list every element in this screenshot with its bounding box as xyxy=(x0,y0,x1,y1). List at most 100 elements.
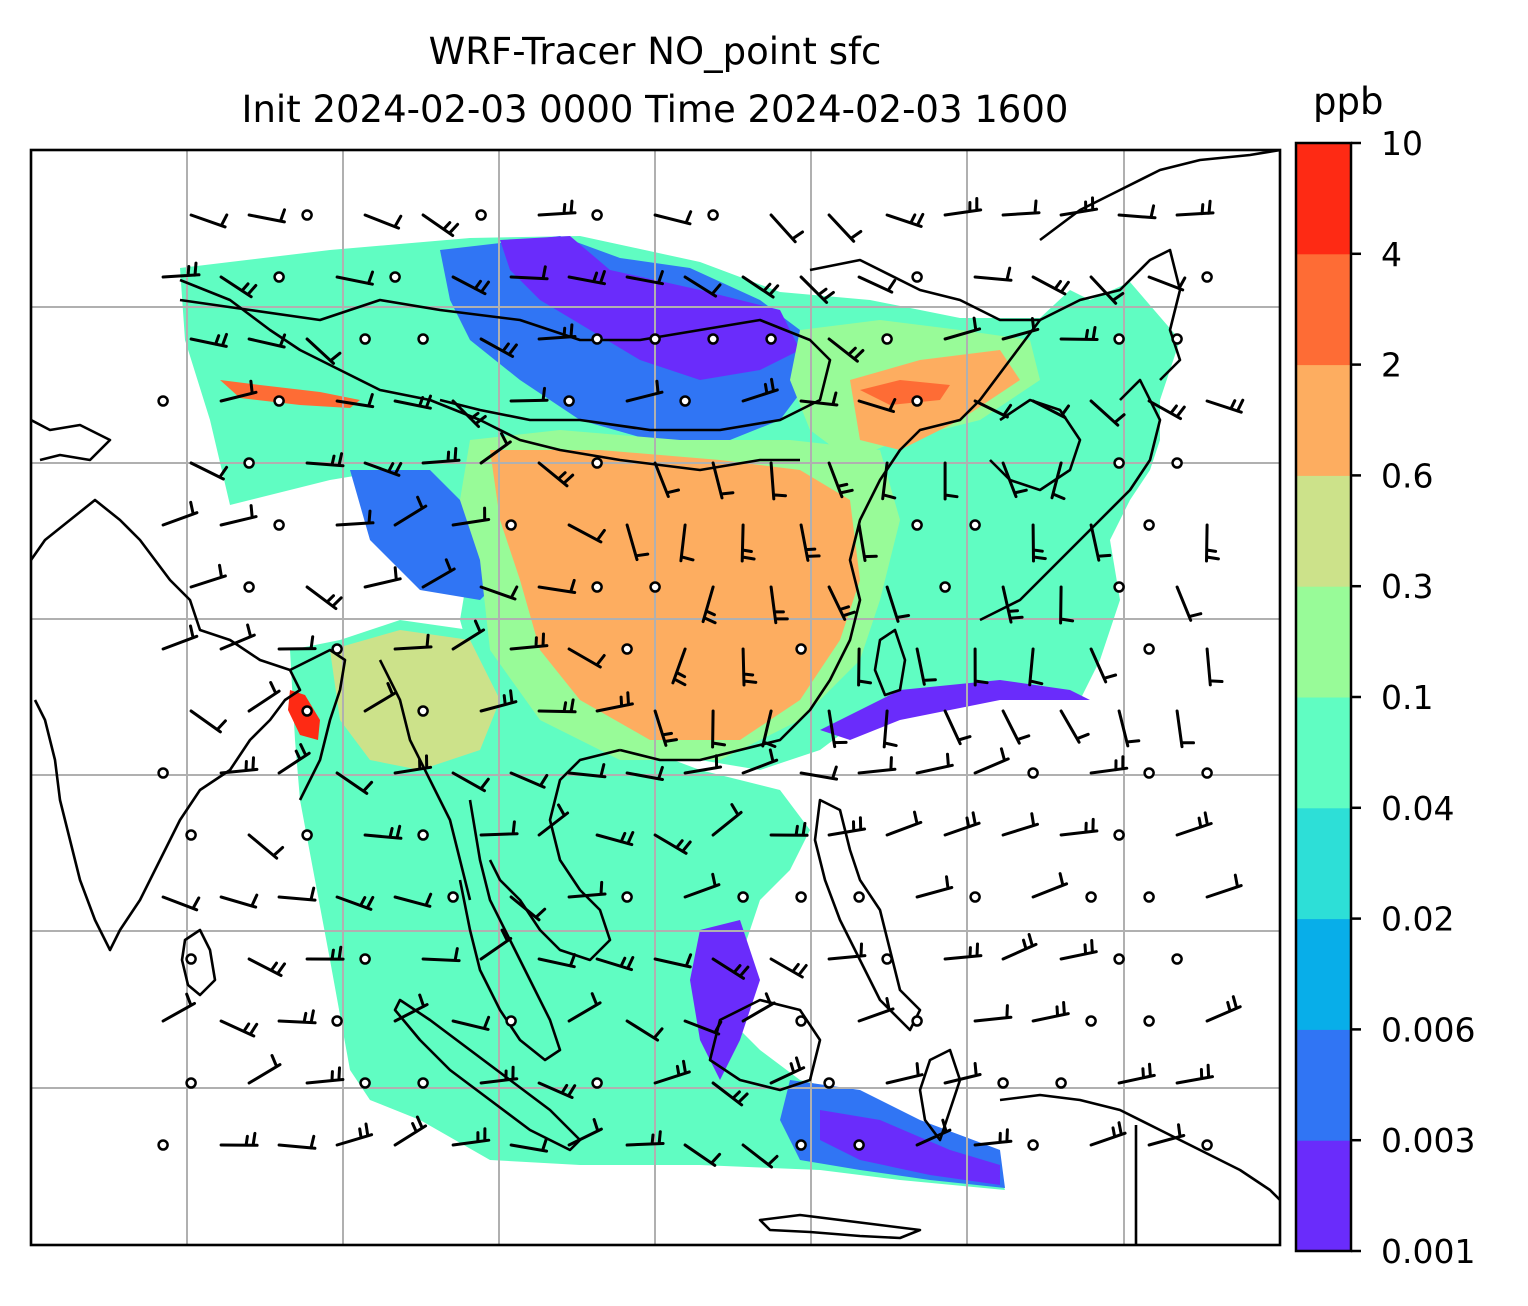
wind-barb xyxy=(451,1015,491,1031)
wind-barb xyxy=(537,1081,577,1099)
coastline-sri-lanka xyxy=(180,928,217,997)
calm-wind-circle xyxy=(389,271,401,283)
wind-barb xyxy=(827,213,863,243)
calm-wind-circle xyxy=(185,953,197,965)
wind-barb xyxy=(799,765,839,781)
calm-wind-circle xyxy=(1171,457,1183,469)
calm-wind-circle xyxy=(621,643,633,655)
wind-barb xyxy=(1089,755,1129,775)
calm-wind-circle xyxy=(911,395,923,407)
wind-barb xyxy=(799,523,821,562)
wind-barb xyxy=(701,585,717,625)
wind-barb xyxy=(943,811,981,837)
wind-barb xyxy=(881,461,897,501)
calm-wind-circle xyxy=(1113,581,1125,593)
wind-barb xyxy=(479,1065,519,1085)
map-panel xyxy=(31,150,1280,1245)
wind-barb xyxy=(1059,326,1099,341)
wind-barb xyxy=(393,633,433,651)
wind-barb xyxy=(219,1019,259,1038)
wind-barb xyxy=(189,563,227,589)
tracer-region-pacific-low xyxy=(820,680,1090,740)
wind-barb xyxy=(161,500,199,527)
calm-wind-circle xyxy=(185,829,197,841)
wind-barb xyxy=(683,1019,723,1036)
calm-wind-circle xyxy=(1113,457,1125,469)
wind-barb xyxy=(973,1128,1013,1147)
wind-barb xyxy=(1089,523,1112,562)
wind-barb xyxy=(943,1062,982,1085)
calm-wind-circle xyxy=(795,1139,807,1151)
wind-barb xyxy=(363,566,402,589)
colorbar-segment xyxy=(1296,807,1351,920)
wind-barb xyxy=(335,771,374,795)
calm-wind-circle xyxy=(417,829,429,841)
colorbar-segment xyxy=(1296,475,1351,587)
wind-barb xyxy=(625,523,650,562)
wind-barb xyxy=(509,632,549,651)
colorbar-segment xyxy=(1296,918,1351,1030)
coastline-philippines xyxy=(813,798,922,1032)
wind-barb xyxy=(479,432,512,465)
calm-wind-circle xyxy=(881,953,893,965)
wind-barb xyxy=(625,270,664,286)
wind-barb xyxy=(1147,399,1186,421)
wind-barb xyxy=(305,452,345,468)
wind-barb xyxy=(1117,1062,1156,1085)
wind-barb xyxy=(219,1131,259,1147)
calm-wind-circle xyxy=(359,953,371,965)
calm-wind-circle xyxy=(417,333,429,345)
calm-wind-circle xyxy=(475,209,487,221)
calm-wind-circle xyxy=(1143,1015,1155,1027)
wind-barb xyxy=(1031,399,1070,420)
map-title-line1: WRF-Tracer NO_point sfc xyxy=(428,30,882,73)
wind-barb xyxy=(1059,585,1075,625)
wind-barb xyxy=(537,199,577,217)
colorbar-segment xyxy=(1296,1029,1351,1141)
calm-wind-circle xyxy=(447,891,459,903)
wind-barb xyxy=(421,213,460,237)
wind-barb xyxy=(769,461,787,501)
coastline-taiwan xyxy=(873,628,907,697)
wind-barb xyxy=(1031,523,1047,563)
calm-wind-circle xyxy=(969,519,981,531)
wind-barb xyxy=(393,1115,428,1147)
wind-barb xyxy=(451,506,491,527)
calm-wind-circle xyxy=(1055,1077,1067,1089)
wind-barb xyxy=(1031,275,1070,296)
wind-barb xyxy=(857,523,878,562)
wind-barb xyxy=(393,993,429,1023)
wind-barb xyxy=(363,682,398,713)
wind-barb xyxy=(1001,709,1031,745)
wind-barb xyxy=(741,647,758,687)
calm-wind-circle xyxy=(331,1015,343,1027)
wind-barb xyxy=(741,275,780,299)
wind-barb xyxy=(741,992,776,1023)
calm-wind-circle xyxy=(853,891,865,903)
colorbar-segment xyxy=(1296,697,1351,809)
calm-wind-circle xyxy=(273,395,285,407)
coastlines-and-borders xyxy=(31,150,1280,1245)
coastline-java xyxy=(758,1213,922,1240)
wind-barb xyxy=(1147,275,1187,292)
calm-wind-circle xyxy=(621,891,633,903)
coastline-sumatra xyxy=(393,998,582,1152)
wind-barb xyxy=(827,816,867,837)
wind-barb xyxy=(1001,585,1024,624)
wind-barb xyxy=(1089,1121,1127,1147)
colorbar-unit-label: ppb xyxy=(1313,80,1384,123)
wind-barb xyxy=(683,1143,722,1167)
calm-wind-circle xyxy=(853,1139,865,1151)
wind-barb xyxy=(1175,585,1203,622)
calm-wind-circle xyxy=(1143,643,1155,655)
wind-barb xyxy=(711,461,735,500)
wind-barb xyxy=(683,754,723,775)
calm-wind-circle xyxy=(1027,1139,1039,1151)
wind-barb xyxy=(567,1118,603,1147)
colorbar-segments xyxy=(1296,143,1351,1252)
wind-barb xyxy=(219,379,258,403)
colorbar-tick-label: 0.04 xyxy=(1381,789,1454,828)
wind-barb xyxy=(973,399,1013,419)
calm-wind-circles xyxy=(157,209,1213,1151)
